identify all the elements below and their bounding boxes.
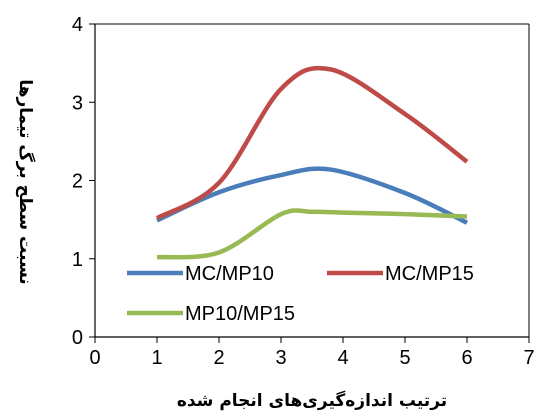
x-tick-label: 0 — [89, 347, 100, 369]
series-line-2 — [156, 208, 468, 260]
x-tick-label: 5 — [399, 347, 410, 369]
x-tick-label: 6 — [461, 347, 472, 369]
legend-label-0: MC/MP10 — [185, 263, 274, 285]
x-tick-label: 4 — [337, 347, 348, 369]
series-line-1 — [155, 65, 469, 221]
y-axis-title: نسبت سطح برگ تیمارها — [15, 79, 35, 284]
series-line-0 — [156, 166, 468, 225]
x-tick-label: 1 — [151, 347, 162, 369]
plot-frame — [94, 23, 530, 338]
y-tick-label: 1 — [72, 249, 83, 271]
y-tick-label: 2 — [72, 171, 83, 193]
x-tick-label: 2 — [213, 347, 224, 369]
y-tick-label: 4 — [72, 14, 83, 36]
y-tick-label: 0 — [72, 327, 83, 349]
legend-label-1: MC/MP15 — [385, 263, 474, 285]
series-lines — [155, 65, 469, 260]
legend-label-2: MP10/MP15 — [185, 303, 295, 325]
y-axis-ticks: 0 1 2 3 4 — [72, 14, 95, 349]
y-tick-label: 3 — [72, 92, 83, 114]
x-tick-label: 3 — [275, 347, 286, 369]
legend: MC/MP10 MC/MP15 MP10/MP15 — [127, 263, 474, 325]
x-axis-ticks: 0 1 2 3 4 5 6 7 — [89, 337, 535, 369]
x-axis-title: ترتیب اندازه‌گیری‌های انجام شده — [177, 390, 447, 411]
x-tick-label: 7 — [523, 347, 534, 369]
